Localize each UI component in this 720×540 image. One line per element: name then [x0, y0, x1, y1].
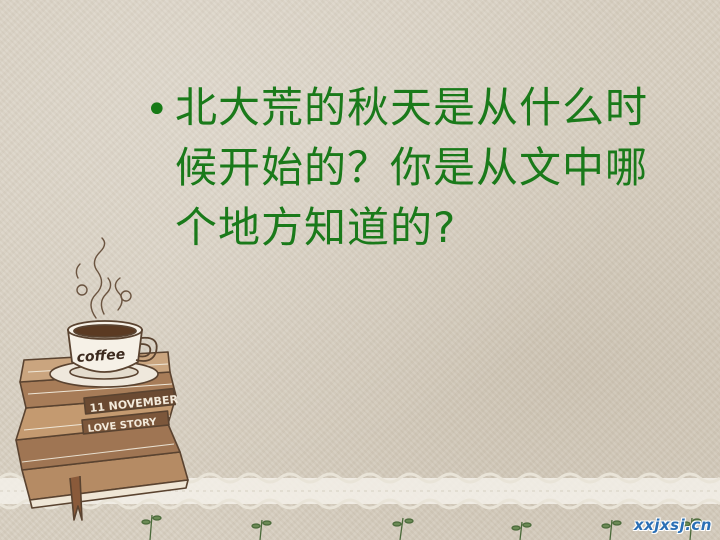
- cup-label: coffee: [76, 347, 126, 366]
- steam-swirls: [75, 237, 132, 319]
- watermark: xxjxsj.cn: [633, 516, 712, 534]
- coffee-cup: [66, 320, 158, 373]
- bullet-point: •: [145, 87, 169, 133]
- plant-sprigs: [141, 514, 702, 540]
- question-text: 北大荒的秋天是从什么时候开始的？你是从文中哪个地方知道的?: [175, 83, 649, 252]
